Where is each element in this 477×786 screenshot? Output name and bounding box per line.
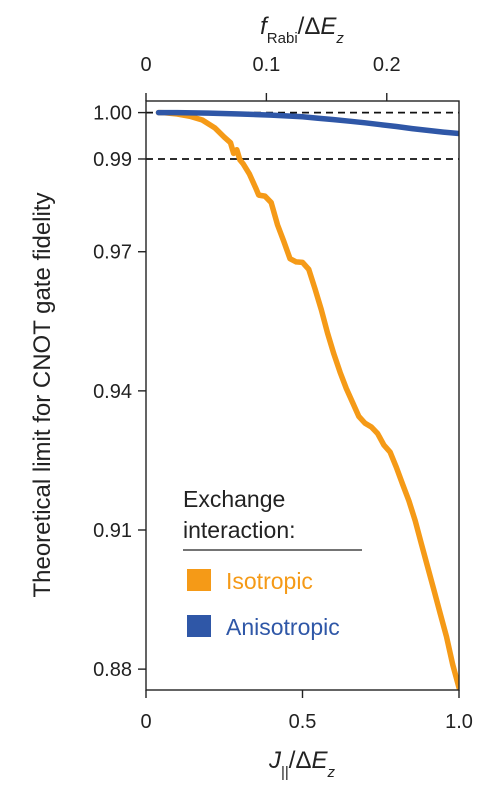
y-tick-label: 0.91 — [93, 520, 132, 542]
legend-title-line2: interaction: — [183, 517, 296, 543]
top-axis-title: fRabi/ΔEz — [260, 13, 344, 47]
y-tick-label: 0.88 — [93, 659, 132, 681]
legend: Exchange interaction: Isotropic Anisotro… — [183, 486, 362, 640]
plot-frame — [145, 100, 460, 691]
legend-label-anisotropic: Anisotropic — [226, 614, 340, 640]
x-axis-title: J||/ΔEz — [268, 747, 336, 781]
series-line-anisotropic — [155, 109, 459, 137]
y-axis-title: Theoretical limit for CNOT gate fidelity — [29, 192, 56, 597]
top-x-tick-label: 0 — [140, 54, 151, 76]
legend-title-line1: Exchange — [183, 486, 285, 512]
y-tick-label: 0.99 — [93, 149, 132, 171]
series-line-isotropic — [155, 109, 459, 690]
x-tick-label: 0 — [140, 711, 151, 733]
x-tick-label: 0.5 — [289, 711, 317, 733]
ticks: 1.000.990.970.940.910.880 0.5 1.00 0.1 0.2 — [93, 54, 473, 733]
legend-swatch-anisotropic — [187, 615, 211, 637]
y-tick-label: 1.00 — [93, 103, 132, 125]
y-tick-label: 0.97 — [93, 242, 132, 264]
x-tick-label: 1.0 — [445, 711, 473, 733]
series-group — [155, 109, 459, 690]
top-x-tick-label: 0.2 — [373, 54, 401, 76]
legend-swatch-isotropic — [187, 569, 211, 591]
legend-label-isotropic: Isotropic — [226, 568, 313, 594]
top-x-tick-label: 0.1 — [252, 54, 280, 76]
y-tick-label: 0.94 — [93, 381, 132, 403]
